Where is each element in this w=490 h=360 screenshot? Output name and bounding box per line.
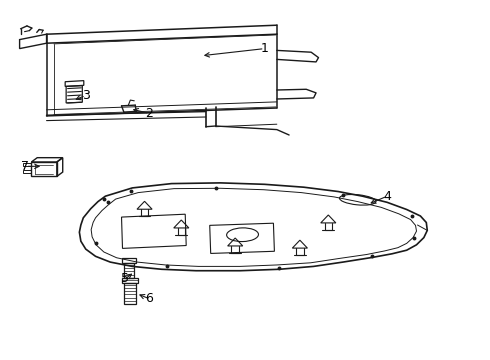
Text: 3: 3 — [82, 89, 90, 102]
Text: 7: 7 — [22, 160, 29, 173]
Text: 6: 6 — [146, 292, 153, 305]
Text: 2: 2 — [146, 107, 153, 120]
Text: 5: 5 — [121, 273, 129, 285]
Text: 4: 4 — [383, 190, 391, 203]
Text: 1: 1 — [261, 42, 269, 55]
